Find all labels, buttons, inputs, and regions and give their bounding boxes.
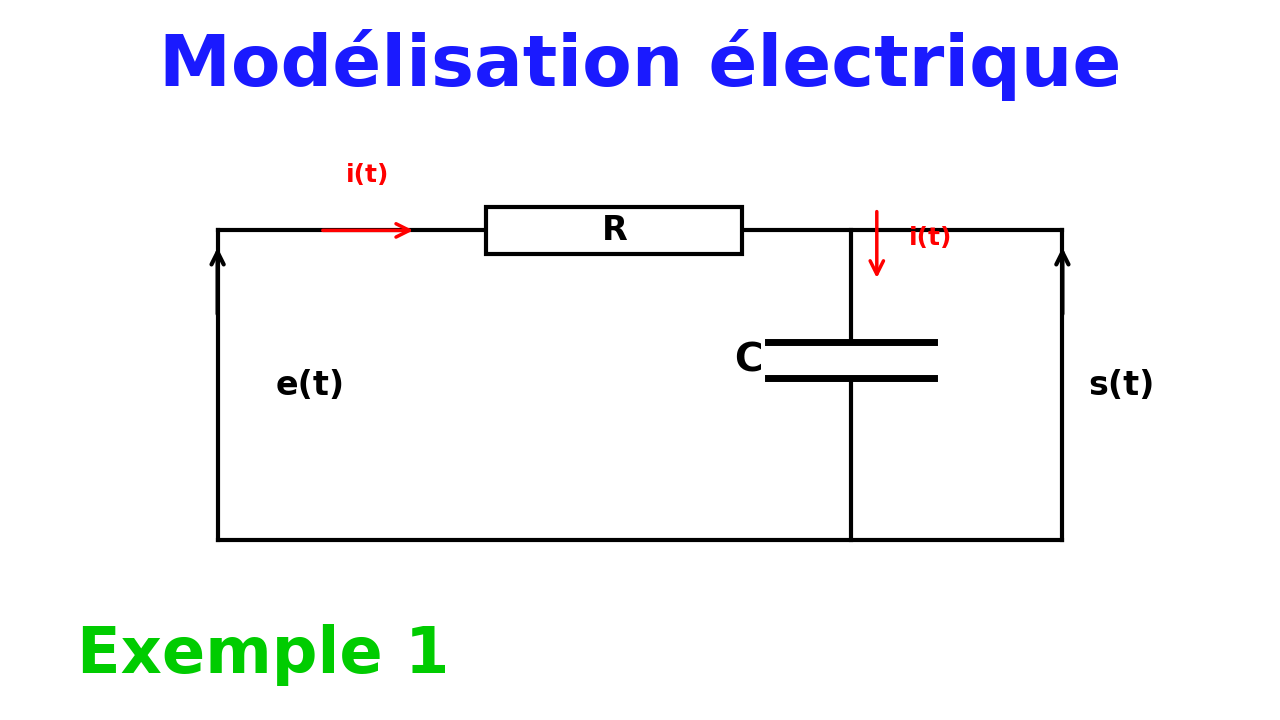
Text: e(t): e(t) (275, 369, 344, 402)
Text: C: C (735, 341, 763, 379)
Text: i(t): i(t) (909, 225, 952, 250)
Text: R: R (602, 214, 627, 247)
FancyBboxPatch shape (486, 207, 742, 254)
Text: i(t): i(t) (347, 163, 389, 187)
Text: Exemple 1: Exemple 1 (77, 624, 449, 686)
Text: Modélisation électrique: Modélisation électrique (159, 29, 1121, 101)
Text: s(t): s(t) (1088, 369, 1155, 402)
